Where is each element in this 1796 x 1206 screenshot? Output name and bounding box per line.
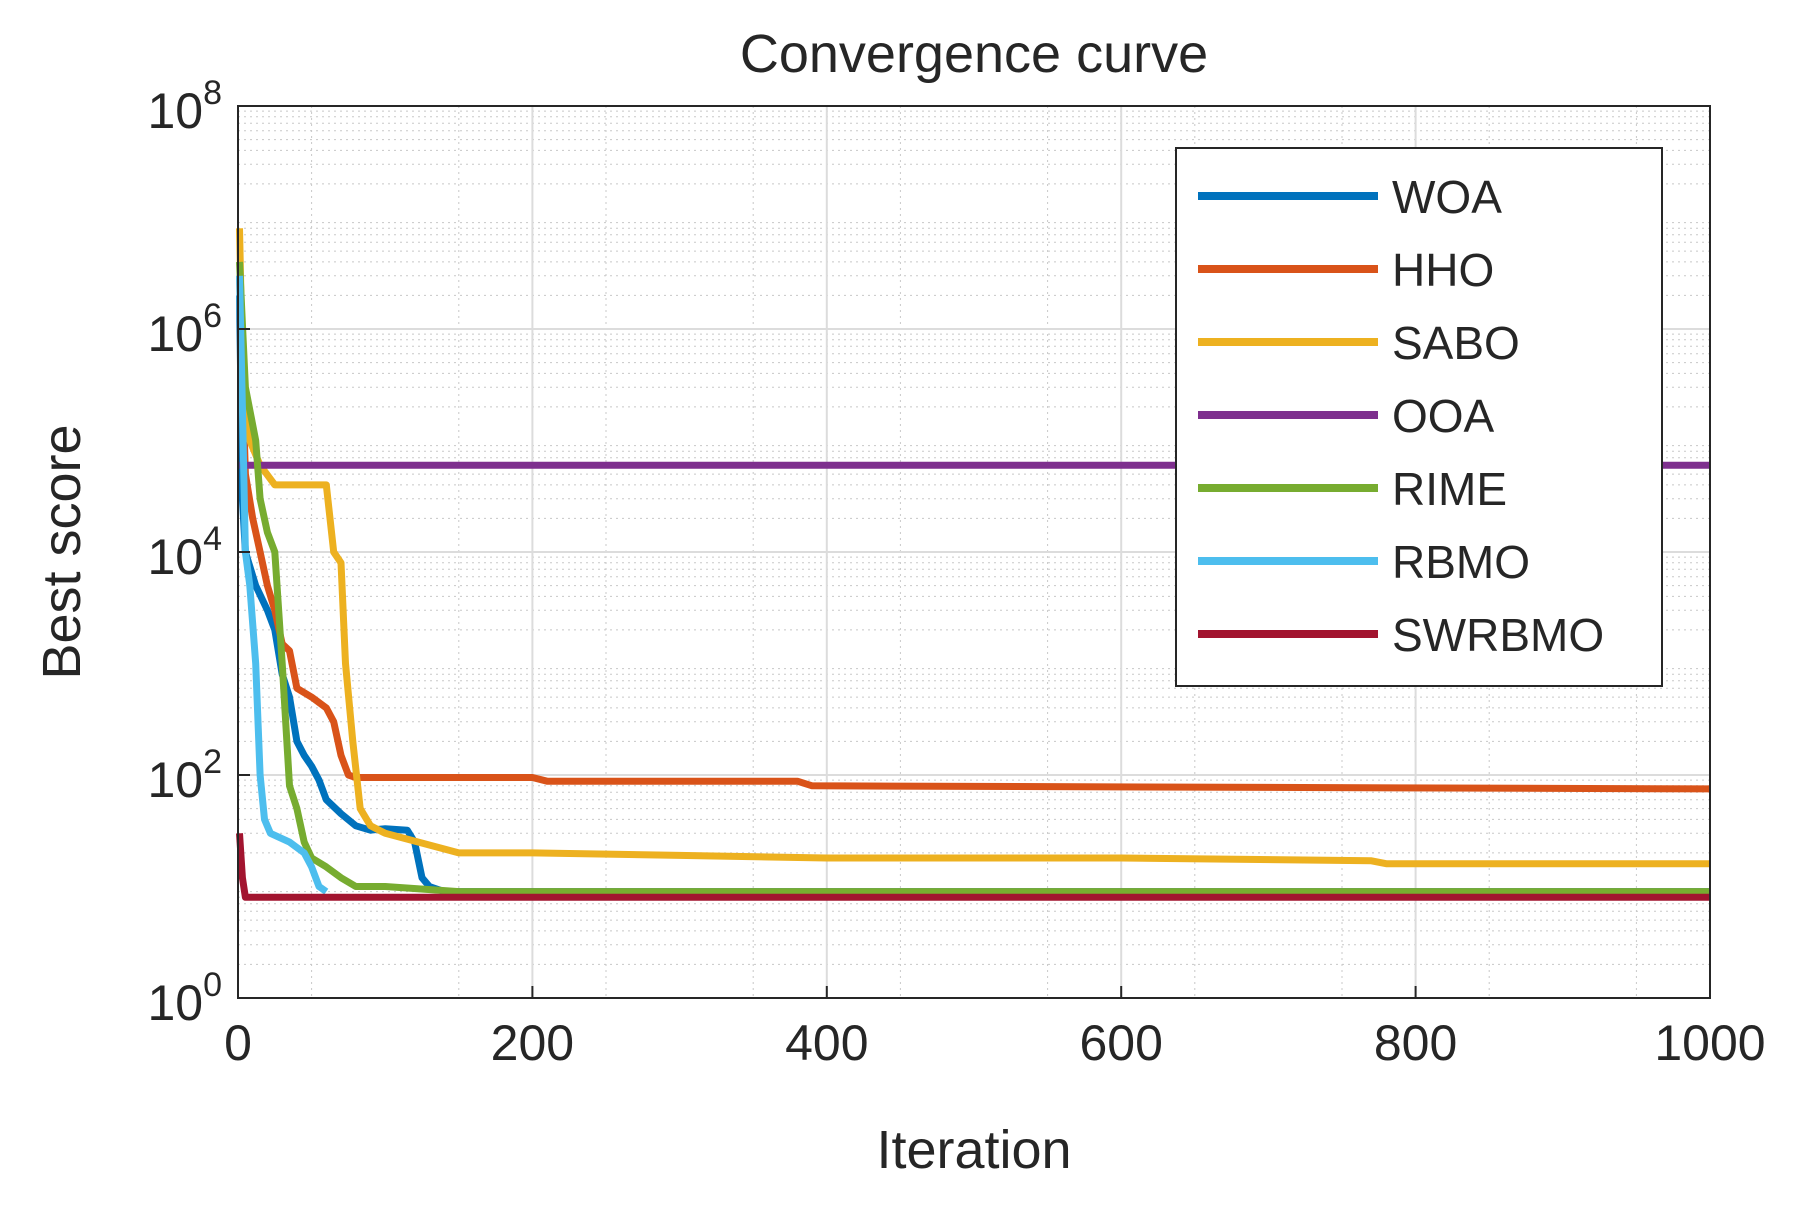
y-tick-exponent: 4 (203, 520, 222, 558)
x-axis-ticks: 0 200 400 600 800 1000 (224, 986, 1766, 1071)
y-tick-label: 108 (147, 74, 222, 139)
y-tick-exponent: 2 (203, 743, 222, 781)
y-axis-label: Best score (32, 424, 92, 679)
series-line-sabo (236, 228, 1710, 868)
legend-label-hho: HHO (1392, 244, 1494, 296)
series-line-rime (236, 261, 1710, 896)
y-tick-base: 10 (147, 83, 203, 139)
legend-label-woa: WOA (1392, 171, 1502, 223)
y-tick-base: 10 (147, 529, 203, 585)
legend-label-ooa: OOA (1392, 390, 1495, 442)
y-tick-label: 100 (147, 966, 222, 1031)
x-tick-label: 800 (1374, 1015, 1457, 1071)
legend-label-swrbmo: SWRBMO (1392, 609, 1604, 661)
x-tick-label: 0 (224, 1015, 252, 1071)
y-tick-base: 10 (147, 975, 203, 1031)
legend: WOA HHO SABO OOA RIME RBMO SWRBMO (1175, 147, 1663, 687)
y-tick-label: 104 (147, 520, 222, 585)
y-tick-base: 10 (147, 306, 203, 362)
legend-label-rbmo: RBMO (1392, 536, 1530, 588)
chart-title: Convergence curve (740, 24, 1208, 84)
y-tick-label: 106 (147, 297, 222, 362)
y-tick-base: 10 (147, 752, 203, 808)
x-tick-label: 1000 (1654, 1015, 1765, 1071)
series-layer (236, 228, 1711, 901)
y-tick-exponent: 6 (203, 297, 222, 335)
series-line-hho (236, 275, 1711, 793)
legend-label-rime: RIME (1392, 463, 1507, 515)
y-tick-exponent: 0 (203, 966, 222, 1004)
legend-label-sabo: SABO (1392, 317, 1520, 369)
y-tick-label: 102 (147, 743, 222, 808)
y-tick-exponent: 8 (203, 74, 222, 112)
series-line-swrbmo (236, 833, 1710, 901)
series-line-woa (236, 295, 1710, 896)
x-tick-label: 600 (1079, 1015, 1162, 1071)
x-tick-label: 200 (491, 1015, 574, 1071)
x-axis-label: Iteration (876, 1120, 1071, 1180)
x-tick-label: 400 (785, 1015, 868, 1071)
